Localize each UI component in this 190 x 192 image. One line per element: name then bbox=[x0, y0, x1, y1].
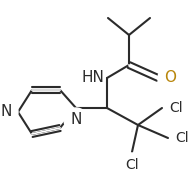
Circle shape bbox=[81, 66, 105, 90]
Text: HN: HN bbox=[82, 70, 105, 85]
Circle shape bbox=[120, 153, 144, 177]
Text: Cl: Cl bbox=[125, 158, 139, 172]
Circle shape bbox=[164, 96, 188, 120]
Circle shape bbox=[170, 126, 190, 150]
Circle shape bbox=[64, 108, 88, 132]
Text: N: N bbox=[70, 113, 82, 127]
Circle shape bbox=[0, 100, 18, 124]
Text: Cl: Cl bbox=[175, 131, 189, 145]
Circle shape bbox=[158, 66, 182, 90]
Text: N: N bbox=[0, 104, 12, 119]
Text: Cl: Cl bbox=[169, 101, 183, 115]
Text: O: O bbox=[164, 70, 176, 85]
